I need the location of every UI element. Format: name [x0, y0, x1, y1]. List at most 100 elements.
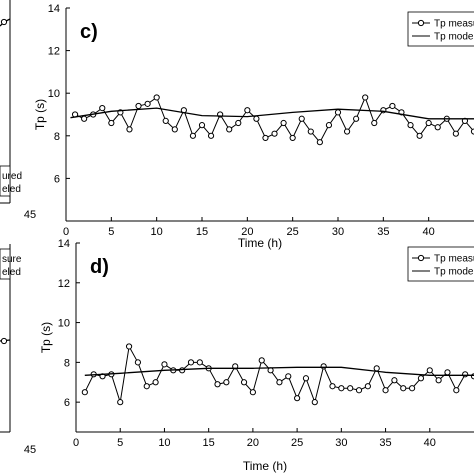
- left-bottom-fragment-marker: [0, 337, 8, 345]
- legend-entry: Tp modeled: [434, 267, 474, 278]
- data-point: [198, 122, 206, 129]
- x-tick-label: 20: [247, 437, 259, 449]
- data-point: [143, 383, 150, 390]
- data-point: [134, 359, 142, 366]
- data-point: [152, 379, 159, 386]
- left-fragment-markers: [0, 18, 11, 345]
- x-tick-label: 25: [287, 226, 299, 238]
- left-top-legend-box: [0, 165, 11, 197]
- x-axis-label: Time (h): [243, 459, 287, 473]
- x-tick-label: 15: [196, 226, 208, 238]
- x-axis-label: Time (h): [238, 236, 282, 250]
- data-point: [207, 132, 215, 139]
- panel-label: d): [90, 256, 109, 278]
- y-tick-label: 8: [64, 357, 70, 369]
- data-point: [400, 385, 407, 392]
- data-point: [171, 126, 178, 133]
- data-point: [391, 377, 398, 384]
- data-point: [108, 119, 115, 127]
- y-tick-label: 12: [58, 278, 70, 290]
- data-point: [244, 107, 251, 114]
- legend-box: [407, 246, 474, 282]
- left-bottom-fragment: sure eled 45: [0, 244, 36, 456]
- left-bottom-legend-box: [0, 248, 11, 280]
- x-tick-label: 10: [151, 226, 163, 238]
- x-tick-label: 40: [423, 226, 435, 238]
- chart-panel-2: 0 5 10 15 20 25 30 35 40 6 8 10 12 14 Time (h) Tp (s) d)…: [39, 238, 474, 473]
- data-point: [416, 132, 423, 139]
- data-point: [81, 389, 88, 396]
- data-point: [262, 134, 269, 142]
- data-point: [280, 119, 287, 127]
- y-tick-label: 10: [58, 318, 70, 330]
- data-point: [329, 383, 336, 390]
- data-point: [371, 119, 378, 127]
- data-point: [253, 115, 260, 122]
- data-point: [434, 124, 441, 131]
- data-point: [435, 377, 442, 384]
- data-point: [462, 371, 469, 378]
- data-point: [362, 94, 369, 101]
- x-tick-label: 5: [117, 437, 123, 449]
- y-tick-label: 12: [48, 46, 60, 58]
- data-point: [235, 119, 242, 127]
- left-bottom-x-tick: 45: [24, 444, 36, 456]
- legend-marker: [417, 19, 425, 27]
- data-point: [373, 365, 380, 372]
- data-point: [334, 109, 342, 116]
- left-top-fragment-marker: [0, 18, 8, 26]
- y-tick-label: 6: [54, 173, 60, 185]
- data-point: [161, 361, 168, 368]
- panels: 0 5 10 15 20 25 30 35 40 6 8 10 12 14 Time (h) Tp (s) c)…: [33, 3, 474, 473]
- series-line-modeled: [84, 366, 474, 376]
- data-point: [135, 102, 142, 110]
- data-point: [298, 115, 305, 122]
- left-top-legend-text-2: eled: [2, 184, 21, 195]
- x-tick-label: 30: [332, 226, 344, 238]
- data-point: [187, 359, 195, 366]
- x-tick-label: 0: [63, 226, 69, 238]
- y-axis-label: Tp (s): [39, 322, 53, 353]
- data-point: [426, 367, 433, 374]
- data-point: [179, 367, 186, 374]
- y-tick-label: 10: [48, 88, 60, 100]
- data-point: [81, 115, 88, 122]
- data-point: [99, 105, 106, 112]
- legend: Tp measured Tp modeled: [407, 11, 474, 47]
- data-point: [126, 126, 133, 133]
- data-point: [425, 119, 432, 127]
- legend-marker: [417, 254, 425, 262]
- y-tick-label: 14: [58, 238, 70, 250]
- data-point: [214, 381, 221, 388]
- x-tick-label: 20: [241, 226, 253, 238]
- data-point: [271, 130, 278, 137]
- data-point: [444, 369, 451, 376]
- data-point: [307, 128, 314, 135]
- x-tick-label: 0: [73, 437, 79, 449]
- data-point: [338, 385, 345, 392]
- x-tick-label: 25: [291, 437, 303, 449]
- data-point: [407, 122, 414, 129]
- legend-entry: Tp measured: [434, 19, 474, 30]
- data-point: [144, 100, 151, 107]
- data-point: [240, 379, 248, 386]
- data-point: [125, 343, 133, 350]
- x-tick-label: 35: [379, 437, 391, 449]
- series-line-modeled: [70, 107, 474, 120]
- data-point: [452, 130, 459, 137]
- data-point: [276, 379, 283, 386]
- x-tick-label: 10: [158, 437, 170, 449]
- chart-panel-1: 0 5 10 15 20 25 30 35 40 6 8 10 12 14 Time (h) Tp (s) c)…: [33, 3, 474, 250]
- data-point: [353, 115, 360, 122]
- data-point: [289, 134, 296, 142]
- data-point: [343, 128, 351, 135]
- legend: Tp measured Tp modeled: [407, 246, 474, 282]
- data-point: [453, 387, 460, 394]
- data-point: [258, 357, 265, 364]
- data-point: [320, 363, 327, 370]
- x-tick-label: 15: [203, 437, 215, 449]
- data-point: [417, 375, 425, 382]
- data-point: [117, 399, 124, 406]
- data-point: [408, 385, 416, 392]
- data-point: [355, 387, 363, 394]
